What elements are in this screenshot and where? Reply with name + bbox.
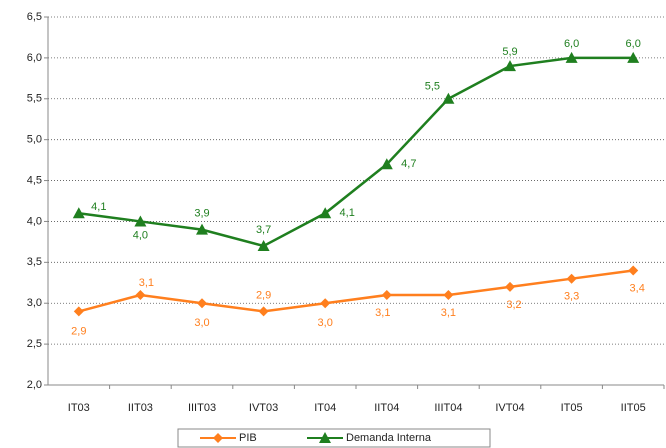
marker [72, 207, 85, 219]
legend-label: Demanda Interna [346, 432, 432, 444]
data-label: 3,9 [194, 208, 209, 220]
marker [320, 298, 331, 309]
data-label: 2,9 [256, 289, 271, 301]
x-tick-label: IIIT04 [434, 402, 462, 414]
data-label: 6,0 [626, 38, 641, 50]
data-label: 4,0 [133, 229, 148, 241]
data-label: 3,1 [441, 307, 456, 319]
y-tick-label: 6,0 [27, 52, 42, 64]
marker [505, 281, 515, 292]
marker [628, 265, 639, 276]
marker [213, 433, 223, 443]
data-label: 3,2 [506, 299, 521, 311]
x-tick-label: IT04 [314, 402, 336, 414]
data-label: 5,9 [502, 46, 517, 58]
data-label: 6,0 [564, 38, 579, 50]
data-label: 3,3 [564, 291, 579, 303]
y-tick-label: 4,0 [27, 215, 42, 227]
marker [196, 223, 208, 235]
marker [258, 306, 269, 317]
y-tick-label: 6,5 [27, 11, 42, 23]
legend-label: PIB [239, 432, 257, 444]
marker [381, 290, 392, 301]
x-tick-label: IT05 [561, 402, 583, 414]
marker [627, 51, 640, 63]
x-tick-label: IIT04 [374, 402, 399, 414]
x-tick-label: IT03 [68, 402, 90, 414]
data-label: 3,0 [318, 317, 333, 329]
marker [443, 290, 454, 301]
data-label: 4,1 [340, 207, 355, 219]
x-tick-label: IIT03 [128, 402, 153, 414]
marker [73, 306, 84, 317]
marker [197, 298, 207, 309]
data-label: 3,7 [256, 224, 271, 236]
data-label: 5,5 [425, 81, 440, 93]
marker [134, 215, 147, 227]
marker [135, 290, 146, 301]
y-tick-label: 2,5 [27, 338, 42, 350]
marker [504, 60, 516, 72]
y-tick-label: 5,5 [27, 93, 42, 105]
y-tick-label: 5,0 [27, 134, 42, 146]
data-label: 4,7 [401, 158, 416, 170]
marker [257, 239, 270, 251]
data-label: 3,1 [375, 307, 390, 319]
marker [565, 51, 578, 63]
x-tick-label: IIIT03 [188, 402, 216, 414]
series-line [78, 269, 634, 313]
data-label: 2,9 [71, 325, 86, 337]
x-tick-label: IIT05 [621, 402, 646, 414]
y-tick-label: 3,5 [27, 256, 42, 268]
y-tick-label: 4,5 [27, 174, 42, 186]
data-label: 3,4 [630, 282, 645, 294]
marker [319, 432, 331, 443]
data-label: 3,0 [194, 317, 209, 329]
series-line [78, 56, 634, 248]
marker [319, 207, 332, 219]
marker [442, 92, 455, 104]
y-tick-label: 3,0 [27, 297, 42, 309]
x-tick-label: IVT03 [249, 402, 278, 414]
marker [380, 158, 393, 170]
x-tick-label: IVT04 [495, 402, 524, 414]
y-tick-label: 2,0 [27, 379, 42, 391]
marker [566, 273, 577, 284]
data-label: 3,1 [139, 277, 154, 289]
data-label: 4,1 [91, 201, 106, 213]
